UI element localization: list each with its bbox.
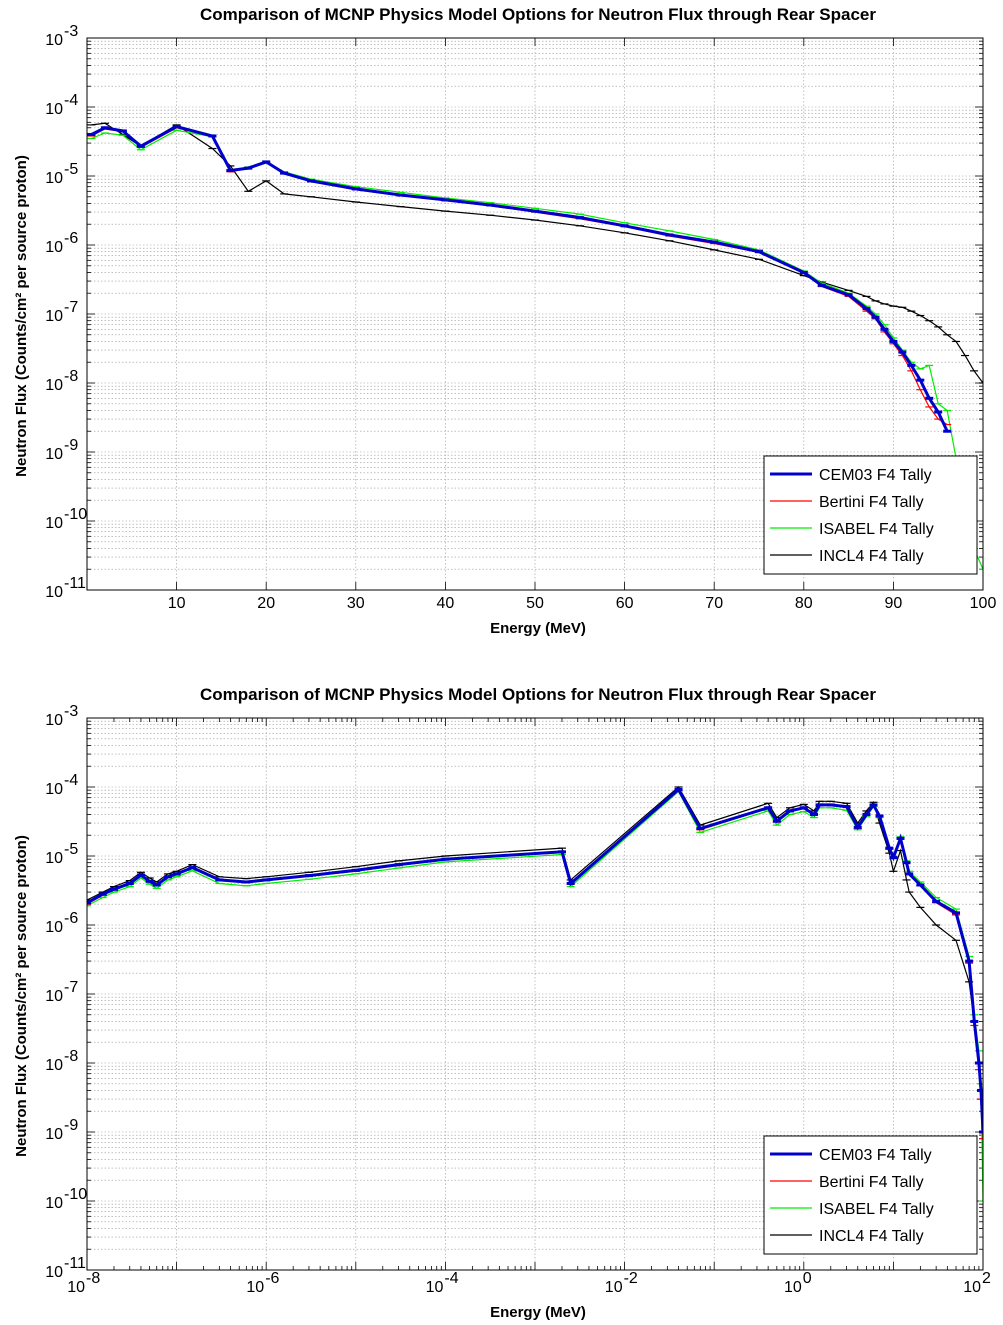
axes-frame [86,717,984,1271]
x-tick-label: 10 [168,595,186,612]
y-tick-exponent: -6 [64,910,78,927]
legend-label: INCL4 F4 Tally [819,548,924,565]
x-tick-label: 70 [705,595,723,612]
y-tick-label: 10 [45,32,63,49]
y-tick-label: 10 [45,712,63,729]
x-tick-label: 10 [67,1279,85,1296]
series-line [87,790,983,1202]
y-tick-label: 10 [45,239,63,256]
chart-title: Comparison of MCNP Physics Model Options… [200,5,876,24]
x-tick-exponent: -4 [444,1270,458,1287]
plot-area: 10-1110-1010-910-810-710-610-510-410-310… [45,23,996,612]
x-tick-label: 10 [605,1279,623,1296]
x-axis-label: Energy (MeV) [490,620,586,637]
y-tick-exponent: -3 [64,703,78,720]
x-tick-label: 60 [616,595,634,612]
x-tick-label: 90 [885,595,903,612]
y-tick-exponent: -10 [64,1186,87,1203]
y-tick-exponent: -6 [64,230,78,247]
series-line [90,124,949,432]
y-tick-label: 10 [45,101,63,118]
y-axis-label: Neutron Flux (Counts/cm² per source prot… [13,155,30,477]
legend-label: INCL4 F4 Tally [819,1228,924,1245]
x-tick-exponent: -2 [624,1270,638,1287]
x-tick-label: 20 [257,595,275,612]
y-tick-exponent: -7 [64,299,78,316]
y-tick-exponent: -10 [64,506,87,523]
y-tick-exponent: -4 [64,92,78,109]
y-tick-label: 10 [45,308,63,325]
legend-label: Bertini F4 Tally [819,494,924,511]
y-tick-label: 10 [45,781,63,798]
y-tick-label: 10 [45,446,63,463]
y-tick-label: 10 [45,919,63,936]
y-tick-exponent: -4 [64,772,78,789]
axes-frame [86,37,984,591]
legend-label: Bertini F4 Tally [819,1174,924,1191]
legend-label: CEM03 F4 Tally [819,1147,932,1164]
y-tick-label: 10 [45,1057,63,1074]
x-tick-label: 10 [426,1279,444,1296]
y-tick-label: 10 [45,515,63,532]
y-tick-exponent: -11 [64,1255,86,1272]
x-tick-exponent: -8 [86,1270,100,1287]
x-tick-label: 30 [347,595,365,612]
y-tick-label: 10 [45,170,63,187]
legend-label: ISABEL F4 Tally [819,521,934,538]
y-tick-exponent: -11 [64,575,86,592]
y-tick-label: 10 [45,1195,63,1212]
x-tick-label: 100 [970,595,997,612]
y-tick-exponent: -5 [64,841,78,858]
chart-top: Comparison of MCNP Physics Model Options… [13,5,996,637]
legend-box [763,1135,978,1255]
x-tick-exponent: -6 [265,1270,279,1287]
chart-bottom: Comparison of MCNP Physics Model Options… [13,685,991,1321]
legend: CEM03 F4 Tally Bertini F4 Tally ISABEL F4 … [763,1135,978,1255]
y-tick-exponent: -8 [64,1048,78,1065]
y-tick-label: 10 [45,377,63,394]
x-tick-label: 50 [526,595,544,612]
y-tick-label: 10 [45,850,63,867]
x-tick-label: 10 [963,1279,981,1296]
y-tick-label: 10 [45,584,63,601]
legend-label: ISABEL F4 Tally [819,1201,934,1218]
y-tick-exponent: -7 [64,979,78,996]
y-axis-label: Neutron Flux (Counts/cm² per source prot… [13,835,30,1157]
y-tick-label: 10 [45,1126,63,1143]
x-axis-label: Energy (MeV) [490,1304,586,1321]
x-tick-exponent: 0 [803,1270,812,1287]
series-line [87,786,983,1133]
y-tick-exponent: -5 [64,161,78,178]
x-tick-label: 80 [795,595,813,612]
y-tick-exponent: -3 [64,23,78,40]
x-tick-label: 10 [784,1279,802,1296]
y-tick-label: 10 [45,988,63,1005]
y-tick-exponent: -8 [64,368,78,385]
y-tick-label: 10 [45,1264,63,1281]
legend: CEM03 F4 Tally Bertini F4 Tally ISABEL F4 … [763,455,978,575]
y-tick-exponent: -9 [64,437,78,454]
y-tick-exponent: -9 [64,1117,78,1134]
x-tick-exponent: 2 [982,1270,991,1287]
series-line [87,787,983,1133]
legend-label: CEM03 F4 Tally [819,467,932,484]
legend-box [763,455,978,575]
x-tick-label: 10 [246,1279,264,1296]
chart-title: Comparison of MCNP Physics Model Options… [200,685,876,704]
x-tick-label: 40 [437,595,455,612]
